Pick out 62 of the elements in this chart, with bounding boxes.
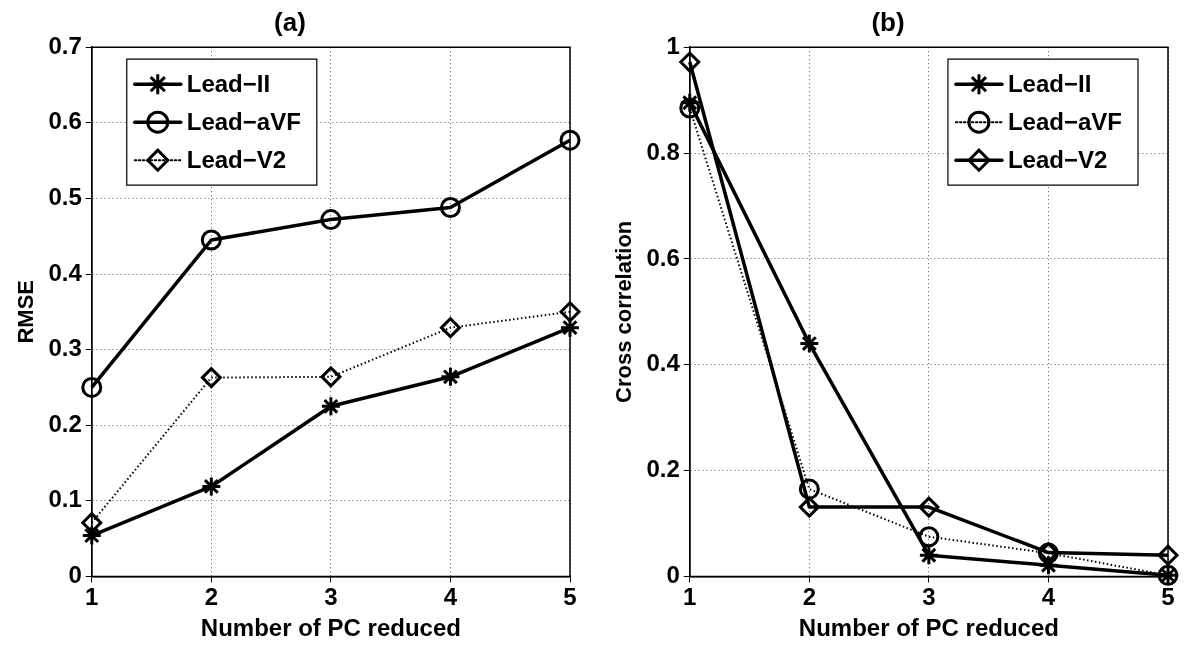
x-axis-title: Number of PC reduced xyxy=(200,614,461,642)
y-tick-label: 0.6 xyxy=(646,243,680,271)
y-axis-title: Cross correlation xyxy=(611,220,637,403)
point xyxy=(81,376,103,398)
y-tick-label: 0.2 xyxy=(646,455,680,483)
legend-label: Lead−V2 xyxy=(1007,145,1108,173)
point xyxy=(439,317,461,339)
point xyxy=(200,475,222,497)
chart-title: (b) xyxy=(871,6,905,37)
point xyxy=(320,395,342,417)
x-tick-label: 3 xyxy=(922,583,936,611)
point xyxy=(798,496,820,518)
y-axis-title: RMSE xyxy=(13,280,39,344)
point xyxy=(81,525,103,547)
legend-label: Lead−II xyxy=(1007,69,1092,97)
legend-label: Lead−aVF xyxy=(186,107,301,135)
legend-label: Lead−V2 xyxy=(186,145,287,173)
y-tick-label: 0.4 xyxy=(646,349,681,377)
y-tick-label: 0.4 xyxy=(48,258,83,286)
y-tick-label: 0 xyxy=(666,561,680,589)
point xyxy=(918,544,940,566)
point xyxy=(679,51,701,73)
point xyxy=(439,196,461,218)
x-tick-label: 4 xyxy=(443,583,458,611)
point xyxy=(679,92,701,114)
point xyxy=(439,366,461,388)
point xyxy=(1157,544,1179,566)
x-tick-label: 1 xyxy=(85,583,99,611)
point xyxy=(798,478,820,500)
y-tick-label: 0.3 xyxy=(48,334,82,362)
point xyxy=(320,366,342,388)
point xyxy=(200,367,222,389)
y-tick-label: 0.7 xyxy=(48,31,82,59)
x-tick-label: 3 xyxy=(324,583,338,611)
point xyxy=(559,301,581,323)
y-tick-label: 0.5 xyxy=(48,183,82,211)
y-tick-label: 0.6 xyxy=(48,107,82,135)
x-tick-label: 5 xyxy=(1161,583,1175,611)
point xyxy=(918,496,940,518)
x-tick-label: 4 xyxy=(1041,583,1056,611)
x-tick-label: 2 xyxy=(802,583,816,611)
chart-title: (a) xyxy=(274,6,306,37)
y-tick-label: 0.8 xyxy=(646,137,680,165)
point xyxy=(798,333,820,355)
point xyxy=(679,97,701,119)
point xyxy=(918,526,940,548)
point xyxy=(1037,554,1059,576)
y-tick-label: 0.2 xyxy=(48,409,82,437)
point xyxy=(559,317,581,339)
point xyxy=(200,229,222,251)
point xyxy=(320,209,342,231)
x-tick-label: 5 xyxy=(563,583,577,611)
point xyxy=(559,129,581,151)
x-tick-label: 1 xyxy=(683,583,697,611)
y-tick-label: 0 xyxy=(68,561,82,589)
x-axis-title: Number of PC reduced xyxy=(798,614,1059,642)
point xyxy=(81,512,103,534)
y-tick-label: 0.1 xyxy=(48,485,82,513)
x-tick-label: 2 xyxy=(204,583,218,611)
legend-label: Lead−aVF xyxy=(1007,107,1122,135)
y-tick-label: 1 xyxy=(666,31,680,59)
legend-label: Lead−II xyxy=(186,69,271,97)
